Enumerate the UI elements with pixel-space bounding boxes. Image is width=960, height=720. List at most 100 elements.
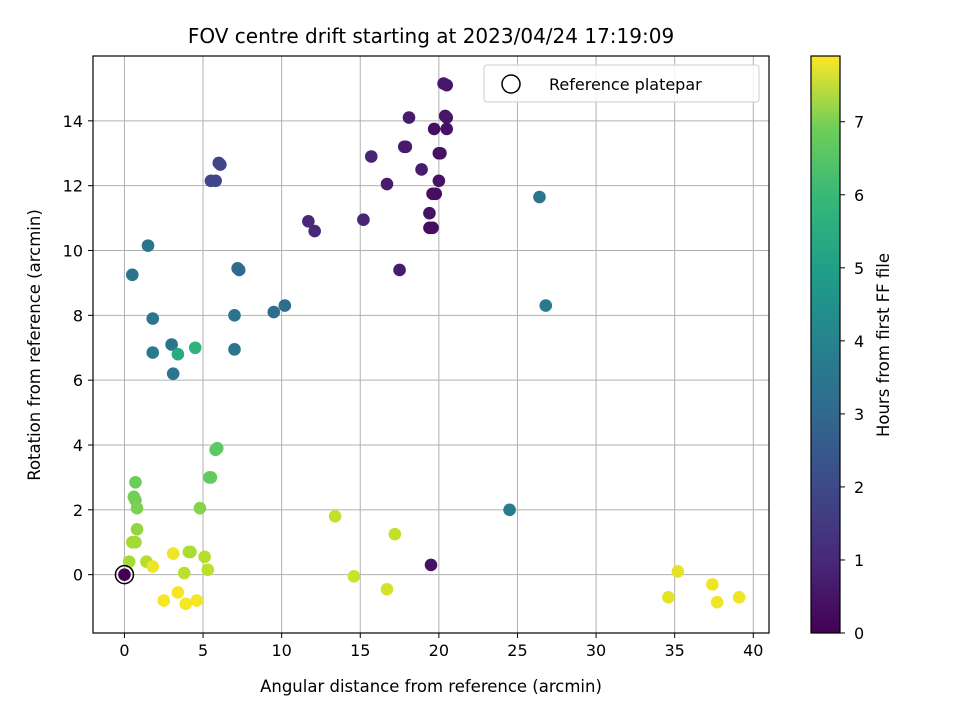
colorbar-tick-label: 5 <box>854 259 864 278</box>
scatter-point <box>671 565 685 578</box>
scatter-point <box>432 174 446 188</box>
scatter-point <box>126 268 139 282</box>
scatter-point <box>198 550 211 564</box>
colorbar-ticks: 0 1 2 3 4 5 6 7 <box>840 113 864 643</box>
colorbar-label: Hours from first FF file <box>874 253 893 437</box>
scatter-point <box>347 569 361 583</box>
scatter-point <box>429 187 443 201</box>
colorbar-tick-label: 4 <box>854 332 864 351</box>
scatter-point <box>129 535 142 549</box>
scatter-point <box>380 177 394 191</box>
y-tick-label: 4 <box>73 436 83 455</box>
colorbar: 0 1 2 3 4 5 6 7 Hours from first FF file <box>810 55 893 643</box>
x-axis-ticks: 0 5 10 15 20 25 30 35 40 <box>119 633 763 660</box>
scatter-point <box>130 501 144 515</box>
scatter-point <box>171 586 185 599</box>
scatter-point <box>210 441 224 455</box>
scatter-point <box>184 545 197 559</box>
scatter-point <box>129 475 142 489</box>
scatter-point <box>214 158 227 171</box>
scatter-point <box>434 146 447 160</box>
x-tick-label: 25 <box>507 641 527 660</box>
scatter-point <box>440 78 454 92</box>
colorbar-tick-label: 3 <box>854 405 864 424</box>
y-tick-label: 8 <box>73 306 83 325</box>
scatter-point <box>427 122 441 136</box>
colorbar-tick-label: 6 <box>854 186 864 205</box>
colorbar-tick-label: 1 <box>854 551 864 570</box>
scatter-point <box>166 367 180 380</box>
scatter-point <box>278 299 292 312</box>
legend: Reference platepar <box>483 64 760 103</box>
scatter-point <box>146 346 160 359</box>
scatter-point <box>179 597 193 611</box>
scatter-point <box>415 163 428 176</box>
y-tick-label: 2 <box>73 501 83 520</box>
scatter-point <box>302 215 315 228</box>
scatter-point <box>539 299 553 312</box>
x-tick-label: 10 <box>271 641 291 660</box>
scatter-point <box>402 111 416 124</box>
scatter-point <box>662 591 675 604</box>
scatter-point <box>424 558 438 572</box>
scatter-point <box>166 547 180 560</box>
colorbar-frame <box>810 55 841 634</box>
scatter-point <box>228 343 241 356</box>
reference-marker <box>114 564 135 585</box>
colorbar-tick-label: 2 <box>854 478 864 497</box>
legend-entry-reference: Reference platepar <box>549 75 702 94</box>
y-tick-label: 14 <box>63 112 83 131</box>
y-tick-label: 0 <box>73 566 83 585</box>
scatter-point <box>177 566 191 580</box>
scatter-point <box>171 347 185 361</box>
x-tick-label: 40 <box>743 641 763 660</box>
scatter-point <box>426 221 439 235</box>
scatter-point <box>388 527 402 541</box>
scatter-point <box>201 563 215 577</box>
scatter-point <box>146 560 160 573</box>
x-tick-label: 0 <box>119 641 129 660</box>
scatter-point <box>204 471 218 484</box>
scatter-point <box>209 174 222 188</box>
x-tick-label: 5 <box>198 641 208 660</box>
colorbar-gradient <box>811 56 840 633</box>
x-axis-label: Angular distance from reference (arcmin) <box>260 677 602 696</box>
scatter-point <box>165 338 178 351</box>
legend-reference-marker <box>501 74 521 94</box>
scatter-point <box>423 206 436 220</box>
scatter-point <box>228 309 241 322</box>
y-tick-label: 10 <box>63 241 83 260</box>
x-tick-label: 20 <box>429 641 449 660</box>
scatter-point <box>440 122 454 136</box>
scatter-point <box>157 594 171 607</box>
y-tick-label: 6 <box>73 371 83 390</box>
scatter-point <box>122 555 136 568</box>
scatter-point <box>503 503 516 517</box>
scatter-point <box>440 111 454 124</box>
x-tick-label: 15 <box>350 641 370 660</box>
legend-box <box>483 64 760 103</box>
scatter-point <box>188 341 202 355</box>
x-tick-label: 35 <box>664 641 684 660</box>
scatter-point <box>308 224 321 238</box>
plot-frame <box>92 55 770 634</box>
scatter-points <box>114 77 746 611</box>
colorbar-tick-label: 0 <box>854 624 864 643</box>
scatter-point <box>146 312 160 325</box>
scatter-point <box>118 568 131 581</box>
chart-title: FOV centre drift starting at 2023/04/24 … <box>188 24 674 48</box>
scatter-point <box>380 582 394 596</box>
scatter-point <box>267 305 281 319</box>
y-axis-ticks: 0 2 4 6 8 10 12 14 <box>63 112 93 585</box>
x-tick-label: 30 <box>586 641 606 660</box>
scatter-point <box>193 501 207 515</box>
scatter-point <box>190 594 204 607</box>
scatter-point <box>710 595 724 609</box>
scatter-point <box>357 213 370 226</box>
scatter-point <box>130 522 144 536</box>
scatter-point <box>706 578 719 591</box>
scatter-point <box>364 150 378 163</box>
scatter-point <box>399 140 413 154</box>
colorbar-tick-label: 7 <box>854 113 864 132</box>
